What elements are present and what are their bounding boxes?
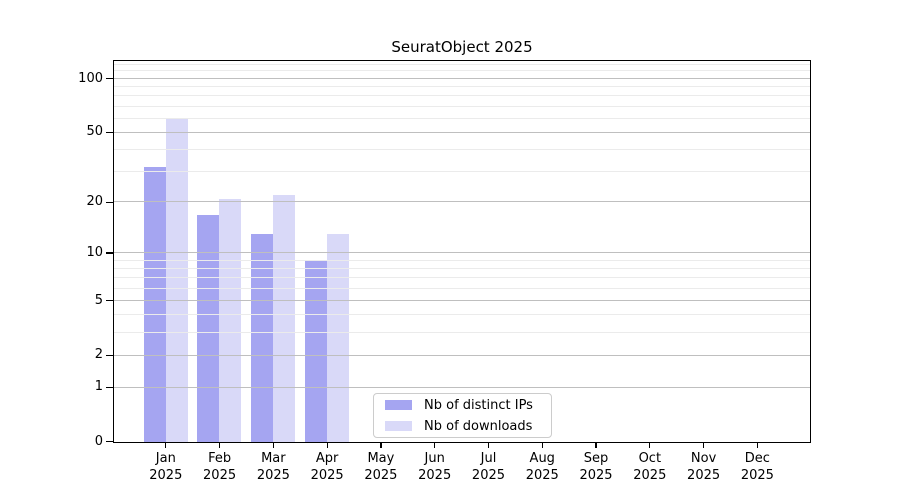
legend: Nb of distinct IPs Nb of downloads [373, 393, 552, 438]
y-tick-mark [106, 131, 113, 133]
gridline-minor [114, 277, 810, 279]
y-tick-label: 0 [94, 433, 103, 449]
gridline-minor [114, 170, 810, 172]
y-tick-label: 5 [94, 292, 103, 308]
y-tick-mark [106, 201, 113, 203]
bars-layer [114, 61, 810, 442]
gridline-minor [114, 63, 810, 65]
y-tick-mark [106, 300, 113, 302]
gridline-minor [114, 86, 810, 88]
y-tick-label: 1 [94, 379, 103, 395]
gridline-major [114, 354, 810, 356]
gridline-minor [114, 105, 810, 107]
x-tick-label: Sep 2025 [579, 451, 613, 483]
legend-label-downloads: Nb of downloads [424, 418, 533, 434]
x-tick-mark [595, 443, 597, 448]
x-tick-mark [218, 443, 221, 448]
gridline-minor [114, 70, 810, 72]
x-tick-label: Jun 2025 [418, 451, 452, 483]
y-tick-label: 2 [94, 347, 103, 363]
x-tick-label: Dec 2025 [740, 451, 774, 483]
gridline-major [114, 131, 810, 133]
bar-distinct-ips-apr [304, 260, 327, 442]
bar-downloads-apr [326, 234, 349, 442]
gridline-minor [114, 287, 810, 289]
bar-downloads-jan [165, 118, 188, 442]
gridline-major [114, 300, 810, 302]
y-tick-mark [106, 252, 113, 254]
x-tick-mark [487, 443, 490, 448]
gridline-minor [114, 148, 810, 150]
gridline-minor [114, 259, 810, 261]
gridline-minor [114, 268, 810, 270]
y-tick-mark [106, 441, 113, 443]
gridline-major [114, 252, 810, 254]
legend-swatch-distinct-ips-icon [385, 400, 412, 410]
x-tick-mark [434, 443, 436, 448]
gridline-minor [114, 314, 810, 316]
gridline-minor [114, 117, 810, 119]
x-tick-mark [649, 443, 651, 448]
x-tick-mark [380, 443, 382, 448]
y-tick-mark [106, 386, 113, 388]
plot-area: Nb of distinct IPs Nb of downloads [113, 60, 811, 443]
gridline-major [114, 386, 810, 388]
x-tick-label: Jul 2025 [471, 451, 506, 483]
x-tick-mark [541, 443, 543, 448]
x-tick-label: Feb 2025 [203, 451, 237, 483]
x-tick-label: Mar 2025 [256, 451, 290, 483]
x-tick-label: Jan 2025 [149, 451, 183, 483]
x-tick-mark [165, 443, 167, 448]
x-tick-label: Nov 2025 [687, 451, 721, 483]
bar-downloads-mar [273, 195, 296, 442]
chart-title: SeuratObject 2025 [391, 38, 533, 56]
y-tick-label: 20 [86, 194, 103, 210]
gridline-minor [114, 95, 810, 97]
grid-layer [114, 61, 810, 442]
legend-item-distinct-ips: Nb of distinct IPs [385, 396, 551, 414]
gridline-major [114, 77, 810, 79]
x-tick-label: May 2025 [364, 451, 398, 483]
x-tick-label: Aug 2025 [525, 451, 559, 483]
y-tick-label: 50 [86, 124, 103, 140]
x-tick-mark [756, 443, 758, 448]
x-tick-mark [703, 443, 705, 448]
x-tick-mark [326, 443, 328, 448]
bar-downloads-feb [219, 198, 242, 442]
legend-item-downloads: Nb of downloads [385, 417, 551, 435]
bar-distinct-ips-feb [197, 214, 220, 442]
y-tick-mark [106, 77, 113, 80]
legend-label-distinct-ips: Nb of distinct IPs [424, 397, 533, 413]
x-tick-label: Apr 2025 [310, 451, 344, 483]
y-tick-label: 10 [86, 245, 103, 261]
y-tick-mark [106, 354, 113, 356]
x-tick-label: Oct 2025 [633, 451, 667, 483]
legend-swatch-downloads-icon [385, 421, 412, 431]
y-tick-label: 100 [78, 70, 103, 86]
gridline-major [114, 201, 810, 203]
bar-distinct-ips-mar [251, 234, 274, 442]
gridline-minor [114, 331, 810, 333]
x-tick-mark [272, 443, 274, 448]
bar-distinct-ips-jan [143, 166, 166, 442]
